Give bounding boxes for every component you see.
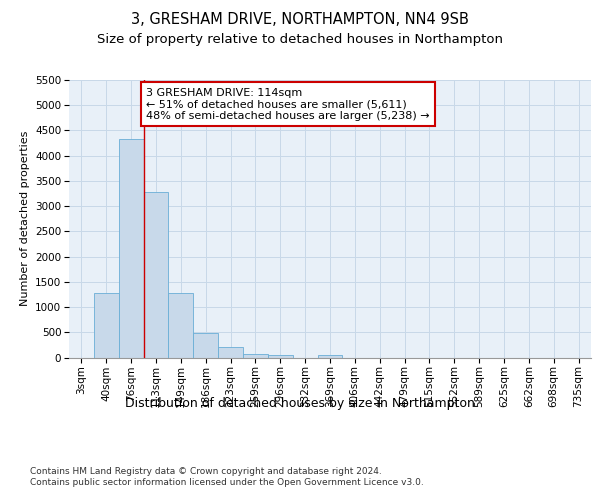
Bar — [169, 294, 193, 358]
Text: 3, GRESHAM DRIVE, NORTHAMPTON, NN4 9SB: 3, GRESHAM DRIVE, NORTHAMPTON, NN4 9SB — [131, 12, 469, 28]
Bar — [119, 139, 143, 358]
Bar — [143, 192, 169, 358]
Text: Size of property relative to detached houses in Northampton: Size of property relative to detached ho… — [97, 32, 503, 46]
Text: Contains HM Land Registry data © Crown copyright and database right 2024.
Contai: Contains HM Land Registry data © Crown c… — [30, 468, 424, 487]
Bar — [193, 333, 218, 357]
Bar — [94, 294, 119, 358]
Y-axis label: Number of detached properties: Number of detached properties — [20, 131, 29, 306]
Bar — [317, 355, 343, 358]
Bar — [218, 346, 243, 358]
Bar — [268, 354, 293, 358]
Bar — [243, 354, 268, 358]
Text: Distribution of detached houses by size in Northampton: Distribution of detached houses by size … — [125, 398, 475, 410]
Text: 3 GRESHAM DRIVE: 114sqm
← 51% of detached houses are smaller (5,611)
48% of semi: 3 GRESHAM DRIVE: 114sqm ← 51% of detache… — [146, 88, 430, 121]
